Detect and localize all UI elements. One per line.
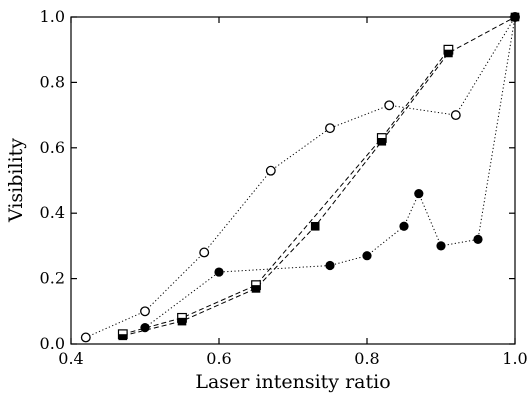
data-point — [452, 111, 461, 120]
data-point — [178, 314, 187, 323]
data-point — [436, 241, 445, 250]
y-tick-label: 0.6 — [40, 138, 65, 157]
axis-ticks: 0.4 0.6 0.8 1.00.00.20.40.60.81.0 — [40, 7, 527, 368]
data-point — [82, 333, 91, 342]
marker-fill — [378, 138, 387, 142]
data-point — [200, 248, 209, 257]
data-point — [378, 134, 387, 143]
x-axis-title: Laser intensity ratio — [195, 371, 390, 393]
data-point — [385, 101, 394, 110]
data-point — [119, 330, 128, 339]
data-point — [326, 124, 335, 133]
x-tick-label: 0.8 — [354, 349, 379, 368]
plot-frame — [71, 17, 515, 344]
series-line — [145, 17, 515, 328]
series-line — [123, 17, 515, 336]
y-tick-label: 0.2 — [40, 269, 65, 288]
y-tick-label: 1.0 — [40, 7, 65, 26]
y-tick-label: 0.0 — [40, 334, 65, 353]
series-4 — [119, 45, 453, 338]
x-tick-label: 1.0 — [502, 349, 527, 368]
series-line — [123, 50, 449, 334]
series-line — [86, 17, 515, 337]
y-tick-label: 0.8 — [40, 72, 65, 91]
y-tick-label: 0.4 — [40, 203, 65, 222]
data-point — [267, 166, 276, 175]
data-point — [473, 235, 482, 244]
marker-fill — [178, 318, 187, 322]
series-1 — [82, 13, 520, 342]
series-2 — [140, 12, 519, 332]
y-axis-title: Visibility — [5, 138, 27, 223]
data-point — [444, 45, 453, 54]
data-point — [511, 13, 520, 22]
data-point — [399, 222, 408, 231]
series-layer — [82, 12, 520, 341]
marker-fill — [252, 285, 261, 289]
marker-fill — [444, 50, 453, 54]
x-tick-label: 0.6 — [206, 349, 231, 368]
data-point — [252, 281, 261, 290]
marker-fill — [119, 334, 128, 338]
data-point — [325, 261, 334, 270]
data-point — [414, 189, 423, 198]
data-point — [311, 222, 320, 231]
series-3 — [119, 13, 520, 340]
data-point — [362, 251, 371, 260]
data-point — [141, 307, 150, 316]
data-point — [214, 267, 223, 276]
